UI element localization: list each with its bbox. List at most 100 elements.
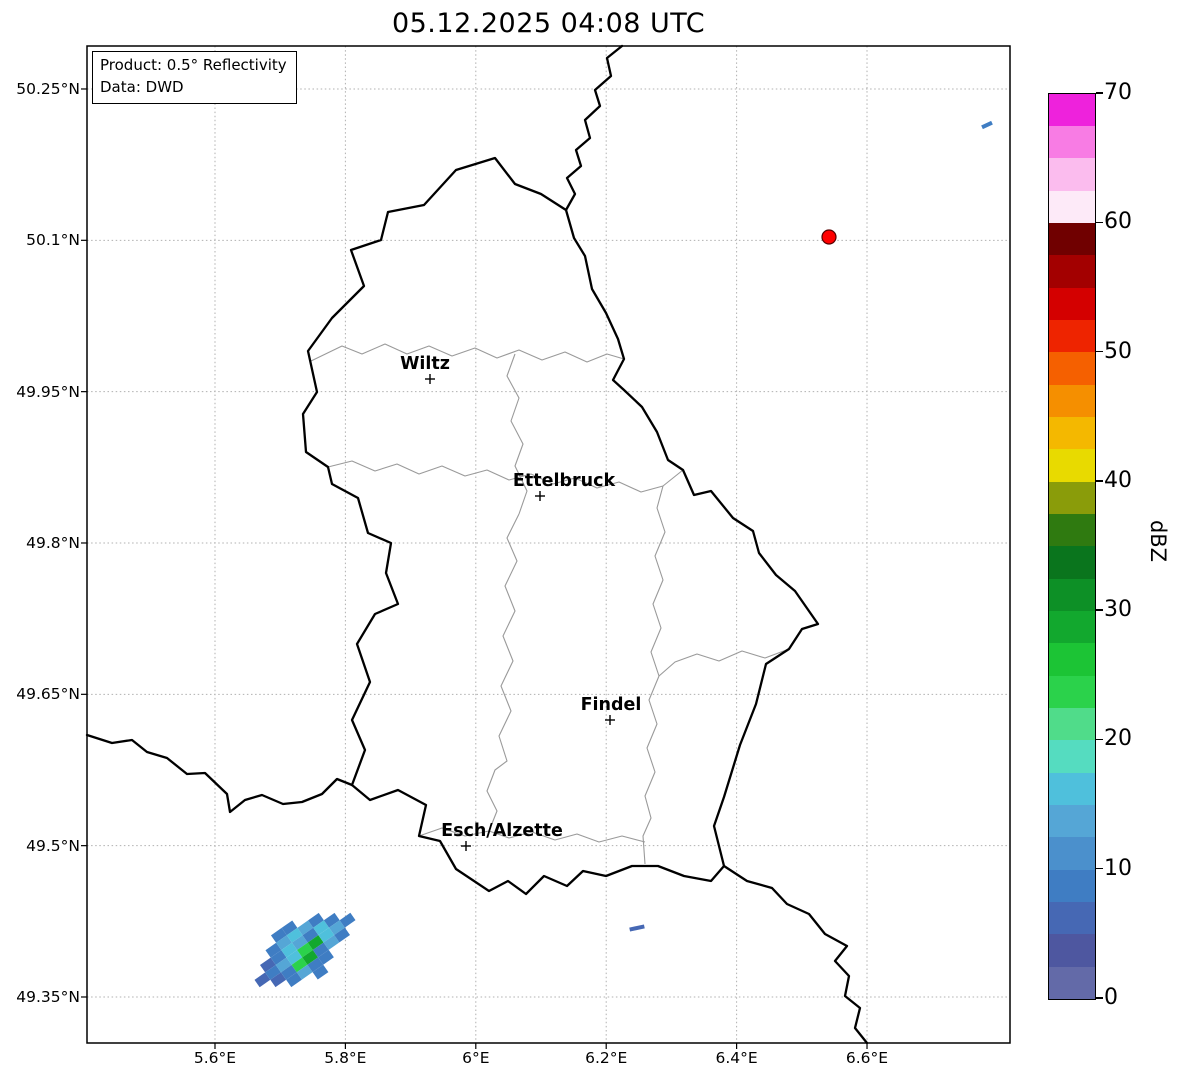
colorbar-tick-mark [1096,480,1103,482]
radar-echo-cell [254,972,271,988]
radar-echo-cell [291,935,308,951]
colorbar-segment [1049,352,1095,385]
colorbar-tick-label: 50 [1104,338,1132,364]
colorbar-segment [1049,837,1095,870]
district-border [327,460,684,493]
colorbar-tick-mark [1096,997,1103,999]
radar-echo-cell [276,935,292,951]
colorbar-segment [1049,578,1095,612]
radar-site-marker [821,229,837,245]
map-canvas: Wiltz Ettelbruck Findel Esch/Alzette [81,44,1011,1049]
colorbar-segment [1049,255,1095,288]
colorbar-tick-label: 30 [1104,597,1132,623]
colorbar-segment [1049,320,1095,353]
colorbar-segment [1049,190,1095,224]
legend-product-line: Product: 0.5° Reflectivity [100,56,287,74]
district-border [506,353,528,515]
colorbar-segment [1049,514,1095,547]
radar-echo-cell [291,957,308,973]
radar-echo-cell [629,924,645,932]
radar-echo-cell [281,942,298,958]
colorbar [1048,93,1096,1000]
colorbar-segment [1049,126,1095,159]
plot-frame [86,45,1011,1044]
lat-tick-label: 49.95°N [16,382,80,401]
radar-echo-patch [254,912,356,988]
radar-echo-cell [296,964,313,980]
lon-tick-label: 6.6°E [845,1049,889,1067]
radar-echo-cell [259,957,276,973]
colorbar-segment [1049,934,1095,967]
lon-tick-label: 5.6°E [193,1049,237,1067]
radar-echo-cell [323,912,340,928]
country-border [722,864,869,1045]
lon-tick-label: 6°E [462,1049,490,1067]
city-label: Wiltz [400,354,450,374]
radar-echo-cell [329,920,345,936]
radar-echo-cell [297,942,313,958]
colorbar-segment [1049,417,1095,450]
lon-tick-label: 5.8°E [324,1049,367,1067]
colorbar-segment [1049,869,1095,903]
colorbar-tick-mark [1096,350,1103,353]
radar-echo-cell [312,964,329,980]
country-border [564,44,624,212]
city-label: Ettelbruck [513,471,616,491]
colorbar-segment [1049,902,1095,935]
colorbar-segment [1049,449,1095,482]
lat-tick-label: 49.65°N [16,685,80,704]
district-border [486,513,520,832]
colorbar-segment [1049,740,1095,773]
radar-echo-cell [307,957,324,973]
radar-echo-cell [265,942,282,958]
colorbar-segment [1049,611,1095,644]
radar-echo-cell [318,927,335,943]
colorbar-tick-mark [1096,221,1103,223]
city-label: Esch/Alzette [441,821,563,841]
radar-echo-cell [334,927,351,943]
colorbar-tick-label: 40 [1104,467,1132,493]
colorbar-segment [1049,223,1095,256]
legend-box: Product: 0.5° Reflectivity Data: DWD [92,51,297,104]
city-label: Findel [581,695,642,715]
colorbar-segment [1049,93,1095,127]
radar-echo-cell [308,912,324,928]
colorbar-segment [1049,384,1095,418]
colorbar-axis-label: dBZ [1146,519,1170,563]
city-marker-group: Ettelbruck [513,471,616,501]
lon-tick-label: 6.2°E [585,1049,628,1067]
radar-echo-cell [302,949,319,965]
colorbar-segment [1049,805,1095,838]
legend-data-line: Data: DWD [100,77,184,96]
colorbar-tick-mark [1096,609,1103,611]
colorbar-segment [1049,772,1095,806]
colorbar-tick-mark [1096,868,1103,870]
radar-echo-cell [286,950,303,965]
radar-echo-cell [286,927,303,943]
radar-echo-cell [280,964,297,980]
colorbar-tick-mark [1096,738,1103,741]
radar-echo-cell [323,935,340,950]
colorbar-segment [1049,546,1095,579]
colorbar-tick-label: 20 [1104,726,1132,752]
radar-echo-cell [318,949,334,965]
lat-tick-label: 50.1°N [26,231,80,250]
district-border [658,648,790,677]
radar-echo-cell [286,972,302,988]
district-border [418,827,646,843]
city-marker-group: Esch/Alzette [441,821,563,851]
radar-echo-cell [265,964,281,980]
colorbar-segment [1049,708,1095,741]
radar-echo-cell [270,972,287,988]
lon-tick-label: 6.4°E [715,1049,758,1067]
radar-echo-cell [312,942,329,958]
colorbar-tick-mark [1096,92,1103,94]
figure-title: 05.12.2025 04:08 UTC [391,8,706,39]
radar-echo-cell [981,120,993,130]
radar-echo-cell [297,920,314,936]
country-border [85,733,354,814]
colorbar-tick-label: 10 [1104,855,1132,881]
radar-echo-cell [270,927,287,943]
lat-tick-label: 50.25°N [16,79,80,98]
